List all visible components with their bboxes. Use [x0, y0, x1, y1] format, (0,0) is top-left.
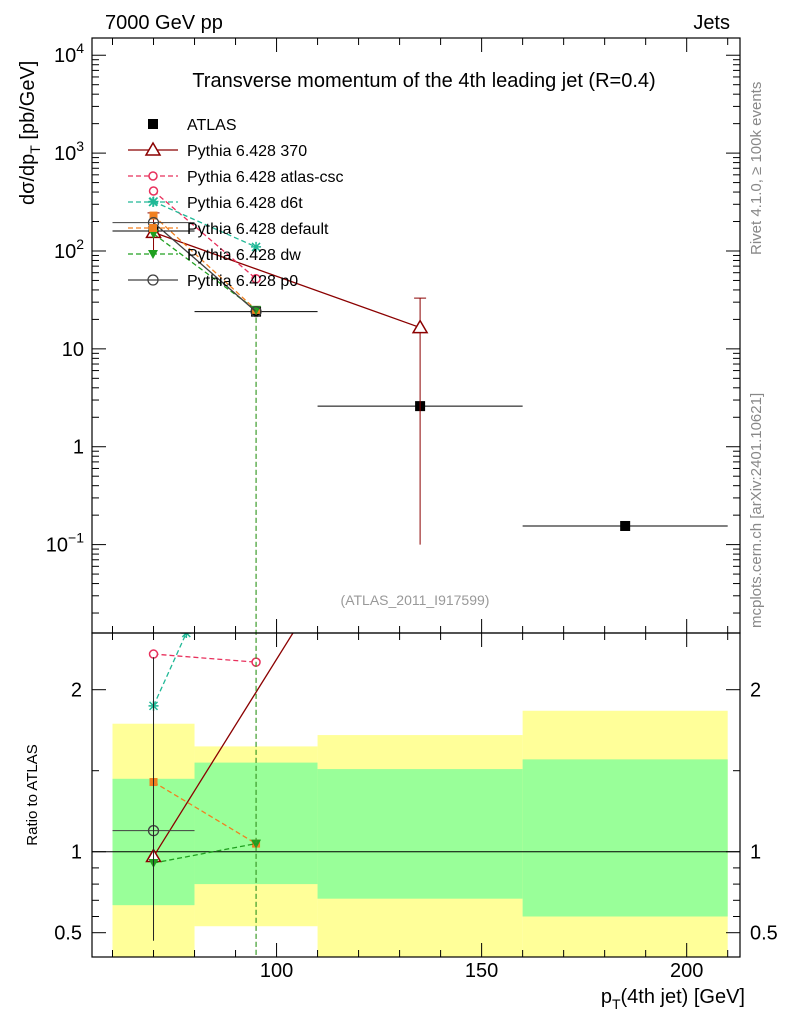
legend-item-pythia-6-428-dw-marker	[148, 250, 158, 259]
ratio-series-pythia-6-428-atlas-csc-line	[153, 653, 257, 663]
main-y-tick-label: 10	[62, 339, 84, 361]
main-series-pythia-6-428-atlas-csc	[148, 186, 261, 284]
axis-ticks	[92, 38, 740, 957]
main-series-pythia-6-428-atlas-csc-1-marker	[251, 274, 261, 284]
main-y-tick-label: 1	[73, 437, 84, 459]
main-y-tick-label: 10−1	[46, 530, 84, 557]
ratio-y-tick-label-right: 0.5	[750, 923, 778, 945]
legend-item-pythia-6-428-p0-label: Pythia 6.428 p0	[187, 273, 298, 290]
ratio-y-tick-label-right: 2	[750, 680, 761, 702]
legend-item-pythia-6-428-370: Pythia 6.428 370	[128, 141, 307, 160]
ratio-panel-frame	[91, 632, 741, 958]
legend-item-pythia-6-428-atlas-csc-label: Pythia 6.428 atlas-csc	[187, 169, 344, 186]
legend-item-pythia-6-428-d6t-marker	[148, 197, 158, 207]
legend: ATLAS Pythia 6.428 370 Pythia 6.428 atlas-…	[128, 117, 344, 290]
legend-item-pythia-6-428-370-label: Pythia 6.428 370	[187, 143, 307, 160]
ratio-y-tick-label-right: 1	[750, 842, 761, 864]
legend-item-pythia-6-428-d6t-label: Pythia 6.428 d6t	[187, 195, 303, 212]
main-series-pythia-6-428-p0-1-marker	[250, 305, 262, 318]
main-series-atlas-3-marker	[620, 520, 631, 531]
legend-item-atlas-marker	[148, 119, 158, 129]
process-label: Jets	[693, 12, 730, 34]
legend-item-pythia-6-428-p0-marker	[147, 274, 159, 286]
ratio-series-pythia-6-428-atlas-csc	[148, 649, 261, 667]
ratio-uncertainty-bands	[112, 710, 728, 957]
ratio-y-tick-label-left: 2	[71, 680, 82, 702]
legend-item-atlas-label: ATLAS	[187, 117, 237, 134]
analysis-watermark: (ATLAS_2011_I917599)	[341, 592, 490, 608]
main-series-pythia-6-428-atlas-csc-0-marker	[148, 186, 159, 196]
main-y-axis-label: dσ/dpT [pb/GeV]	[17, 61, 43, 205]
ratio-series-pythia-6-428-dw-1-marker	[251, 839, 262, 849]
main-series-pythia-6-428-370-line	[153, 231, 421, 329]
legend-item-pythia-6-428-dw-label: Pythia 6.428 dw	[187, 247, 301, 264]
legend-item-pythia-6-428-default-marker	[149, 224, 157, 232]
legend-item-pythia-6-428-370-marker	[144, 141, 162, 156]
main-series-pythia-6-428-370-1-marker	[411, 319, 429, 334]
ratio-band-inner-3	[522, 759, 728, 917]
x-tick-label: 100	[260, 960, 293, 982]
rivet-version-label: Rivet 4.1.0, ≥ 100k events	[748, 82, 765, 255]
ratio-series-pythia-6-428-default-line	[153, 781, 257, 845]
legend-item-pythia-6-428-default: Pythia 6.428 default	[128, 221, 329, 238]
main-series-pythia-6-428-d6t-line	[153, 200, 257, 248]
main-series-pythia-6-428-atlas-csc-line	[153, 190, 257, 280]
ratio-y-tick-label-left: 0.5	[54, 923, 82, 945]
legend-item-atlas: ATLAS	[148, 117, 237, 134]
ratio-y-tick-label-left: 1	[71, 842, 82, 864]
ratio-series-pythia-6-428-370-line	[152, 633, 294, 857]
chart-title: Transverse momentum of the 4th leading j…	[192, 70, 655, 92]
main-series-pythia-6-428-default-line	[153, 215, 257, 311]
beam-label: 7000 GeV pp	[105, 12, 223, 34]
legend-item-pythia-6-428-d6t: Pythia 6.428 d6t	[128, 195, 303, 212]
ratio-series-pythia-6-428-dw-line	[153, 842, 257, 864]
legend-item-pythia-6-428-p0: Pythia 6.428 p0	[128, 273, 298, 290]
panel-frames	[91, 37, 741, 958]
legend-item-pythia-6-428-atlas-csc-marker	[148, 171, 158, 181]
main-y-tick-label: 104	[54, 40, 84, 67]
ratio-y-axis-label: Ratio to ATLAS	[24, 744, 41, 845]
ratio-series-pythia-6-428-atlas-csc-0-marker	[148, 649, 159, 659]
x-axis-label: pT(4th jet) [GeV]	[601, 986, 745, 1012]
legend-item-pythia-6-428-default-label: Pythia 6.428 default	[187, 221, 329, 238]
main-series-pythia-6-428-default-0-marker	[149, 211, 158, 220]
main-series-pythia-6-428-d6t-1-marker	[251, 241, 262, 252]
main-y-tick-label: 103	[54, 138, 84, 165]
x-tick-label: 200	[670, 960, 703, 982]
ratio-panel-series	[112, 633, 294, 941]
main-series-pythia-6-428-dw-0-marker	[148, 229, 159, 239]
ratio-series-pythia-6-428-d6t-line	[152, 633, 187, 707]
mcplots-source-label: mcplots.cern.ch [arXiv:2401.10621]	[748, 393, 765, 628]
main-y-tick-label: 102	[54, 236, 84, 263]
legend-item-pythia-6-428-atlas-csc: Pythia 6.428 atlas-csc	[128, 169, 344, 186]
main-series-pythia-6-428-p0-line	[153, 222, 257, 313]
ratio-band-inner-2	[317, 769, 523, 899]
x-tick-label: 150	[465, 960, 498, 982]
ratio-series-pythia-6-428-d6t	[148, 633, 192, 711]
main-panel-series	[112, 186, 728, 545]
legend-item-pythia-6-428-dw: Pythia 6.428 dw	[128, 247, 301, 264]
main-series-pythia-6-428-p0	[112, 216, 262, 318]
